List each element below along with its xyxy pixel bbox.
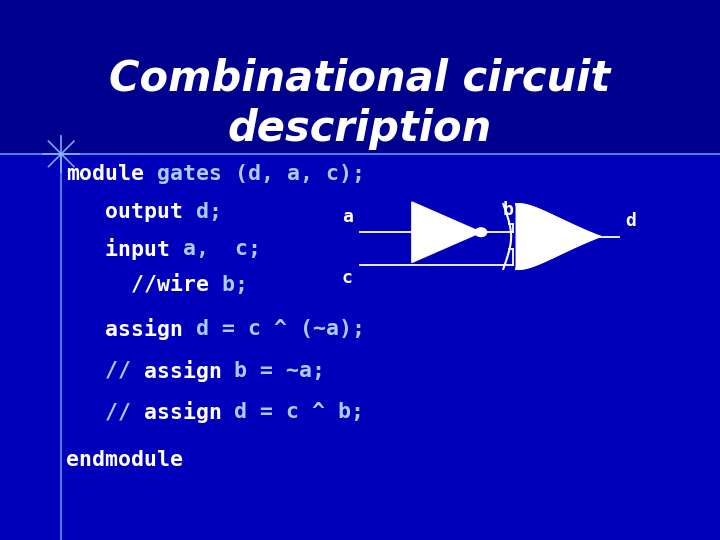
Text: d;: d;: [183, 201, 222, 222]
Text: //: //: [66, 361, 144, 381]
Text: //wire: //wire: [66, 274, 210, 295]
Polygon shape: [516, 204, 600, 269]
Text: description: description: [228, 107, 492, 150]
Circle shape: [475, 228, 487, 237]
Text: d = c ^ (~a);: d = c ^ (~a);: [183, 319, 365, 340]
Text: a,  c;: a, c;: [170, 239, 261, 260]
Text: output: output: [66, 201, 183, 222]
Text: input: input: [66, 239, 170, 260]
Text: b = ~a;: b = ~a;: [222, 361, 325, 381]
Text: module: module: [66, 164, 144, 184]
Text: endmodule: endmodule: [66, 450, 183, 470]
Text: gates (d, a, c);: gates (d, a, c);: [144, 164, 365, 184]
Text: assign: assign: [144, 401, 222, 423]
Polygon shape: [412, 202, 481, 262]
Text: d = c ^ b;: d = c ^ b;: [222, 402, 364, 422]
Text: a: a: [342, 208, 353, 226]
Bar: [0, 154, 720, 540]
Text: c: c: [342, 269, 353, 287]
Text: d: d: [625, 212, 636, 230]
Text: assign: assign: [66, 319, 183, 340]
Text: Combinational circuit: Combinational circuit: [109, 57, 611, 99]
Text: //: //: [66, 402, 144, 422]
Text: assign: assign: [144, 360, 222, 382]
Bar: [0, 0, 720, 154]
Text: b;: b;: [209, 274, 248, 295]
Text: b: b: [502, 201, 513, 219]
